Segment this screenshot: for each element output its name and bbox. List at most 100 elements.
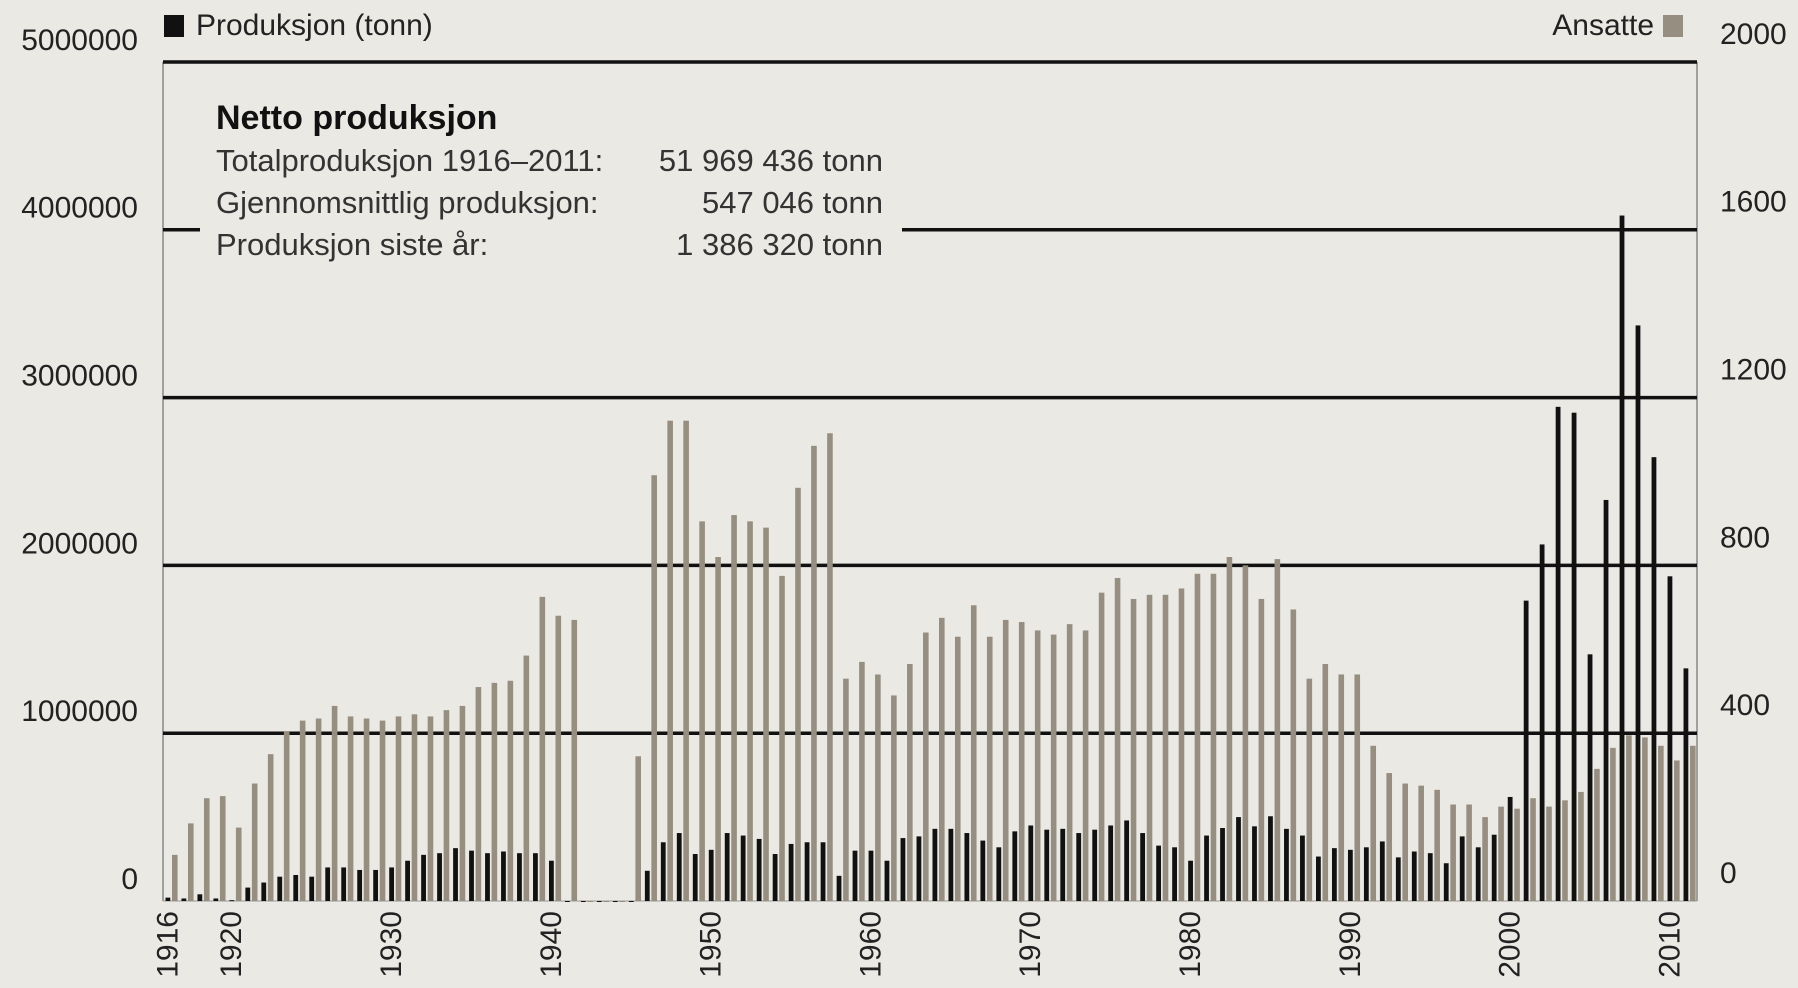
y-tick-label: 0 xyxy=(121,863,138,896)
bar xyxy=(772,854,778,901)
bar xyxy=(1028,825,1034,901)
bar xyxy=(1523,600,1529,901)
bar xyxy=(1683,668,1689,901)
bar xyxy=(523,655,530,901)
bar xyxy=(1274,559,1281,901)
bar xyxy=(996,847,1002,901)
bar xyxy=(923,632,929,901)
bar xyxy=(596,901,602,902)
bar xyxy=(213,898,219,901)
bar xyxy=(587,901,594,902)
x-tick-label: 1920 xyxy=(215,911,248,978)
bar xyxy=(1220,828,1225,901)
bar xyxy=(1411,851,1417,901)
bar xyxy=(1427,853,1433,901)
bar xyxy=(692,854,698,901)
legend-label: Produksjon (tonn) xyxy=(196,9,433,42)
bar xyxy=(612,901,618,902)
bar xyxy=(986,636,993,901)
bar xyxy=(1242,565,1249,901)
annotation-label: Gjennomsnittlig produksjon: xyxy=(216,185,599,220)
bar xyxy=(1370,745,1377,901)
bar xyxy=(644,870,650,901)
bar xyxy=(852,850,858,901)
bar xyxy=(203,798,210,901)
bar xyxy=(804,842,810,901)
annotation-label: Produksjon siste år: xyxy=(216,227,488,262)
y-tick-label: 3000000 xyxy=(21,360,138,393)
bar xyxy=(1082,630,1089,901)
bar xyxy=(1658,745,1664,901)
bar xyxy=(219,796,226,901)
x-tick-label: 1930 xyxy=(375,911,408,978)
bar xyxy=(715,557,721,901)
bar xyxy=(1642,737,1648,901)
bar xyxy=(1603,499,1609,901)
bar xyxy=(1338,674,1345,901)
bar xyxy=(683,420,689,901)
bar xyxy=(1587,654,1593,901)
x-tick-label: 1960 xyxy=(854,911,887,978)
bar xyxy=(651,475,657,901)
bar xyxy=(916,836,922,901)
bar xyxy=(1172,847,1177,901)
bar xyxy=(836,875,842,901)
y-tick-label: 4000000 xyxy=(21,192,138,225)
bar xyxy=(299,720,306,901)
bar xyxy=(1347,849,1353,901)
bar xyxy=(283,731,290,901)
bar xyxy=(708,849,714,901)
bar xyxy=(900,838,906,901)
bar xyxy=(628,901,634,902)
bar xyxy=(181,898,187,901)
bar xyxy=(1316,856,1321,901)
y2-tick-label: 400 xyxy=(1720,689,1770,722)
bar xyxy=(1402,783,1408,901)
bar xyxy=(1530,798,1536,901)
bar xyxy=(341,867,347,901)
bar xyxy=(1188,860,1193,901)
bar xyxy=(1555,406,1561,901)
bar xyxy=(788,843,794,901)
bar xyxy=(1690,745,1696,901)
bar xyxy=(453,848,458,901)
bar xyxy=(485,853,490,901)
grid xyxy=(162,60,1698,902)
bar xyxy=(1108,825,1114,901)
bar xyxy=(315,718,322,901)
bar xyxy=(868,850,874,901)
bar xyxy=(1594,768,1600,901)
bar xyxy=(1610,747,1616,901)
bar xyxy=(379,720,386,901)
bar xyxy=(747,521,753,901)
bar xyxy=(939,617,945,901)
bar xyxy=(1331,848,1337,901)
bar xyxy=(740,835,746,901)
bar xyxy=(1140,833,1146,901)
bar xyxy=(1322,663,1329,901)
bar xyxy=(1076,833,1082,901)
y-tick-label: 1000000 xyxy=(21,695,138,728)
bar xyxy=(427,716,434,901)
bar xyxy=(1562,800,1568,901)
bar xyxy=(491,682,498,901)
bar xyxy=(635,756,641,901)
bar xyxy=(1124,820,1130,901)
bar xyxy=(1539,544,1545,901)
bar xyxy=(517,853,522,901)
bar xyxy=(1114,577,1121,901)
bar xyxy=(331,705,338,901)
bar xyxy=(1002,619,1009,901)
bar xyxy=(779,575,785,901)
bar xyxy=(1635,325,1641,901)
bar xyxy=(1210,573,1217,901)
bar xyxy=(1571,412,1577,901)
bar xyxy=(363,718,370,901)
bar xyxy=(1060,828,1066,901)
bar xyxy=(469,850,474,901)
bar xyxy=(1626,735,1632,901)
bar xyxy=(1363,847,1369,901)
bar xyxy=(763,527,769,901)
bar xyxy=(811,445,817,901)
